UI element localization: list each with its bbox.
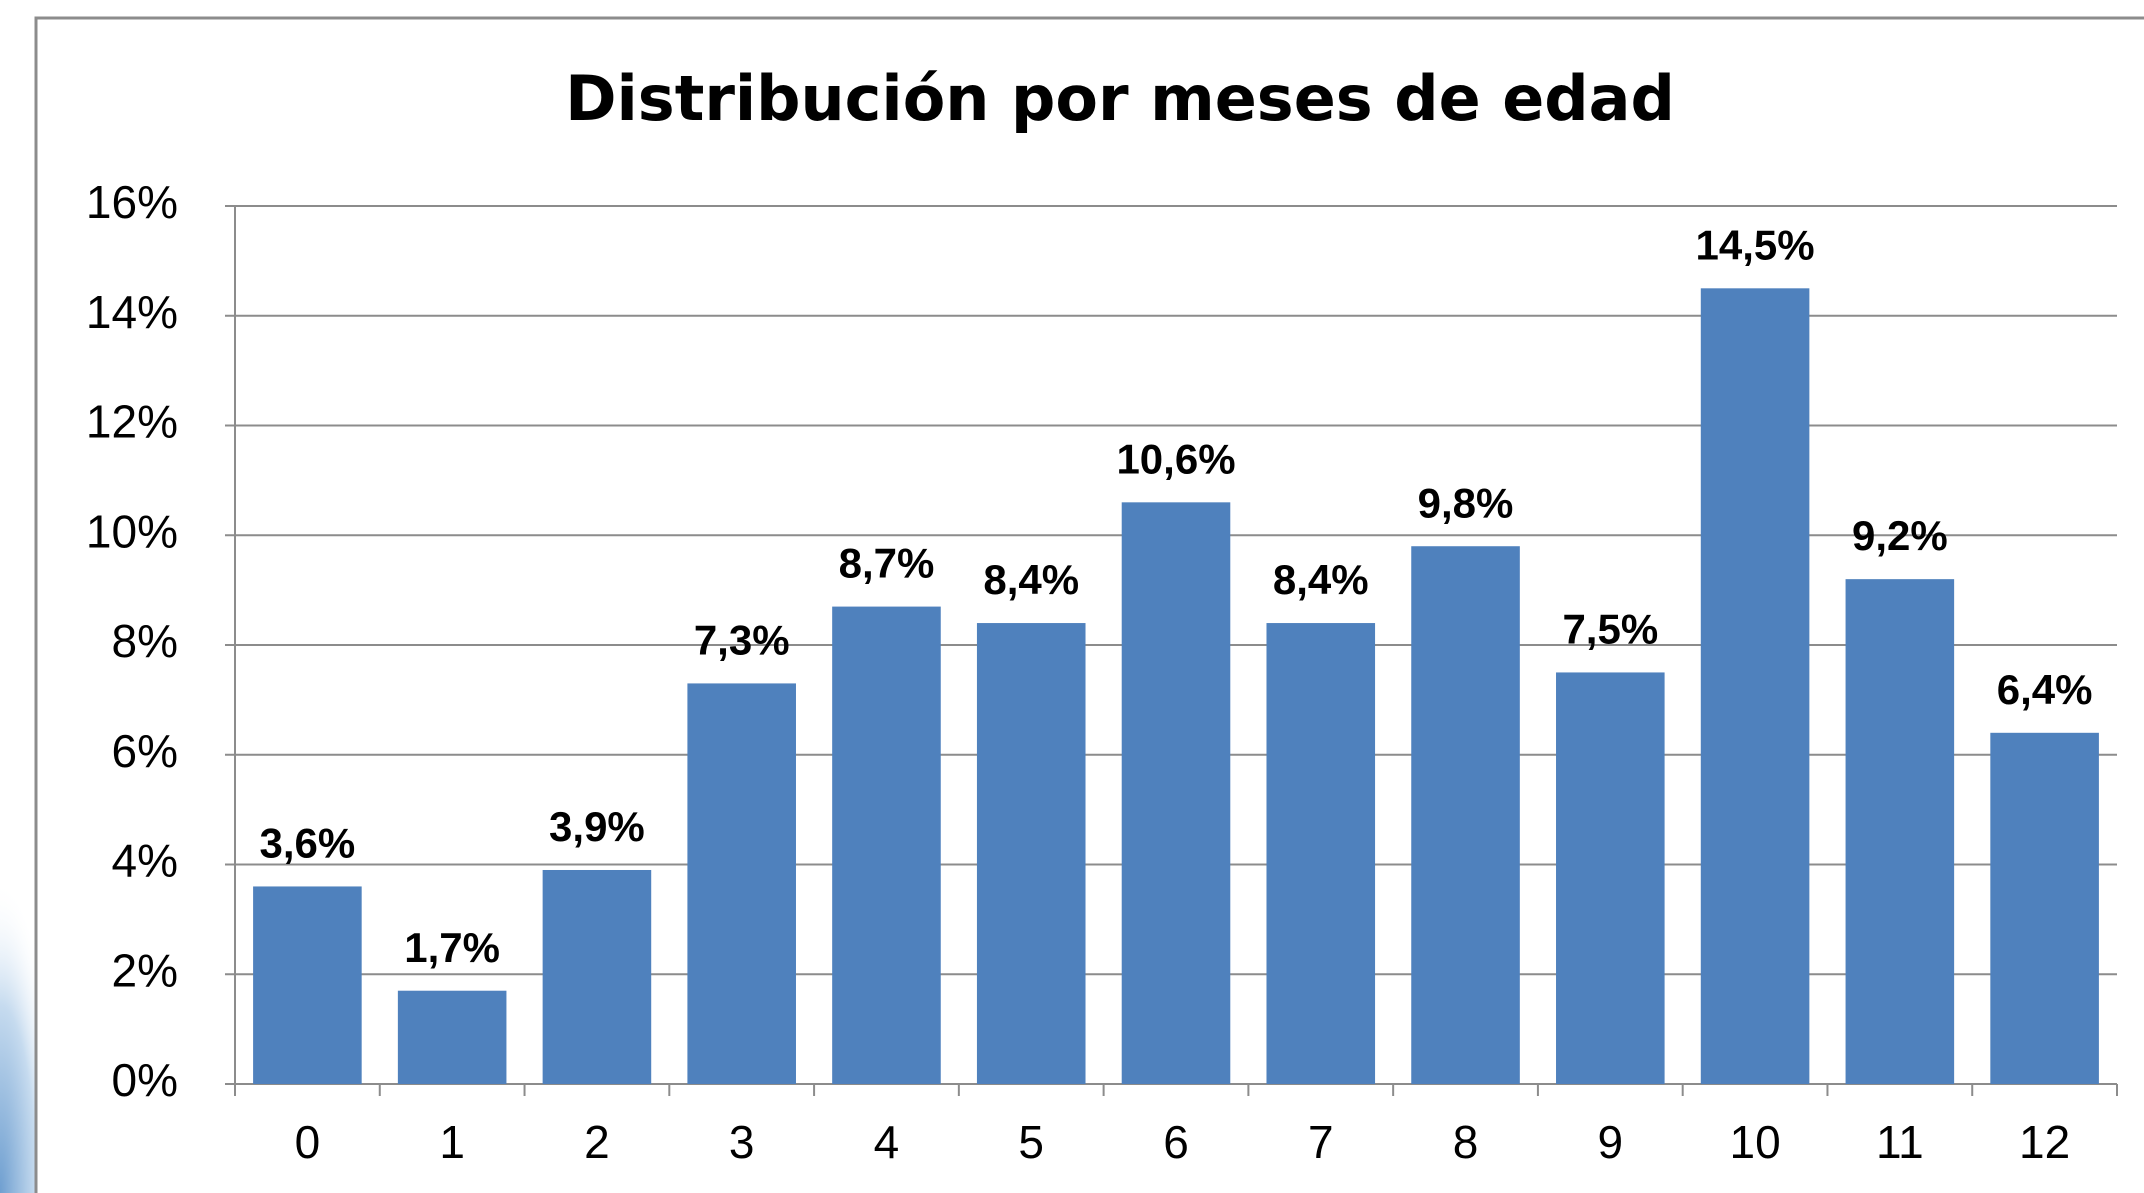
y-tick-label: 16% [86,176,178,228]
y-tick-label: 14% [86,286,178,338]
y-tick-label: 2% [112,944,178,996]
value-label: 3,9% [549,803,645,850]
bar [832,607,941,1084]
value-label: 10,6% [1116,435,1235,482]
value-label: 1,7% [404,924,500,971]
y-tick-label: 12% [86,396,178,448]
bar [398,991,507,1084]
chart: Distribución por meses de edad 0% 2% 4% 6% 8… [0,0,2144,1193]
value-label: 14,5% [1696,221,1815,268]
bar [1411,546,1520,1084]
bar [1701,288,1810,1084]
bar [1556,672,1665,1084]
x-tick-label: 8 [1453,1116,1479,1168]
y-tick-label: 10% [86,505,178,557]
x-tick-label: 7 [1308,1116,1334,1168]
value-label: 3,6% [260,820,356,867]
y-tick-label: 6% [112,725,178,777]
value-label: 7,3% [694,617,790,664]
bar [1122,502,1231,1084]
value-label: 8,4% [983,556,1079,603]
value-label: 8,7% [839,540,935,587]
x-tick-label: 5 [1018,1116,1044,1168]
x-tick-label: 3 [729,1116,755,1168]
x-tick-label: 10 [1729,1116,1780,1168]
bar [1990,733,2099,1084]
x-tick-label: 4 [874,1116,900,1168]
x-tick-label: 1 [439,1116,465,1168]
bar [977,623,1086,1084]
y-tick-label: 4% [112,835,178,887]
y-tick-label: 0% [112,1054,178,1106]
value-label: 6,4% [1997,666,2093,713]
bar [543,870,652,1084]
y-tick-label: 8% [112,615,178,667]
x-tick-label: 12 [2019,1116,2070,1168]
bar [253,886,362,1084]
page: {"chart_data": {"type": "bar", "title": … [0,0,2144,1193]
chart-title: Distribución por meses de edad [565,62,1675,135]
x-tick-label: 2 [584,1116,610,1168]
value-label: 9,8% [1418,479,1514,526]
x-tick-label: 6 [1163,1116,1189,1168]
value-label: 8,4% [1273,556,1369,603]
bar [687,683,796,1084]
value-label: 9,2% [1852,512,1948,559]
x-tick-label: 11 [1876,1116,1924,1168]
x-tick-label: 0 [295,1116,321,1168]
x-tick-label: 9 [1598,1116,1624,1168]
value-label: 7,5% [1562,606,1658,653]
bar [1266,623,1375,1084]
bar [1846,579,1955,1084]
